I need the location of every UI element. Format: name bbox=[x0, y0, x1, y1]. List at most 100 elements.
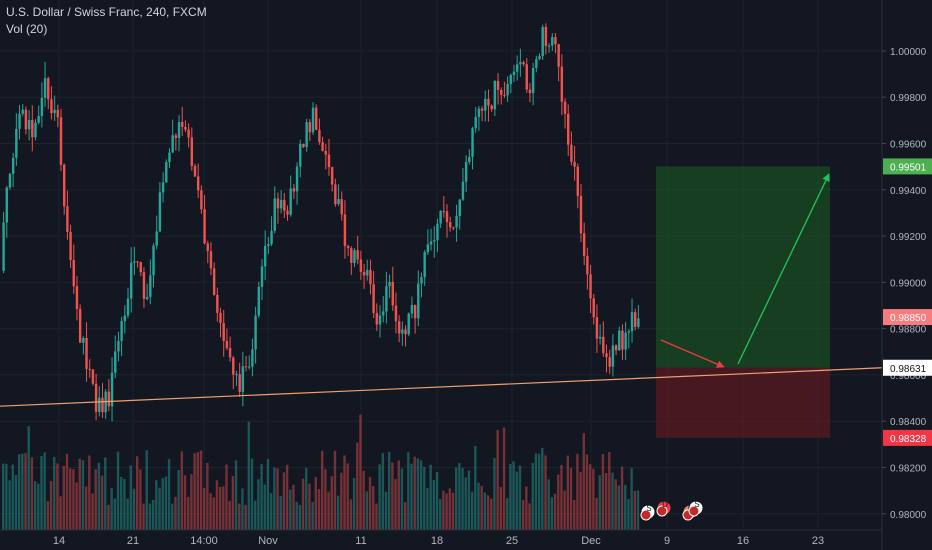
volume-bar bbox=[588, 464, 592, 530]
candle bbox=[503, 94, 506, 96]
candle bbox=[334, 184, 337, 205]
volume-bar bbox=[636, 490, 640, 530]
candle bbox=[152, 245, 155, 276]
volume-bar bbox=[104, 457, 107, 530]
volume-bar bbox=[416, 458, 420, 530]
volume-bar bbox=[585, 454, 589, 530]
candle bbox=[200, 190, 203, 210]
candle bbox=[117, 340, 120, 352]
volume-bar bbox=[218, 486, 222, 530]
candle bbox=[404, 329, 407, 335]
candle bbox=[53, 109, 56, 114]
candle bbox=[193, 166, 197, 177]
candle bbox=[251, 349, 254, 367]
candle bbox=[563, 101, 567, 114]
volume-bar bbox=[553, 493, 557, 530]
volume-bar bbox=[557, 474, 560, 530]
candle bbox=[139, 262, 142, 273]
time-tick-label: Nov bbox=[258, 535, 278, 547]
candle bbox=[515, 64, 519, 72]
candle bbox=[630, 312, 634, 332]
volume-bar bbox=[14, 475, 18, 530]
candle bbox=[519, 62, 522, 65]
volume-bar bbox=[298, 504, 302, 530]
volume-indicator-label[interactable]: Vol (20) bbox=[6, 22, 48, 36]
candle bbox=[158, 192, 162, 232]
candle bbox=[289, 188, 292, 215]
candle bbox=[94, 383, 98, 412]
volume-bar bbox=[135, 456, 139, 530]
candle bbox=[375, 312, 379, 325]
candle bbox=[401, 329, 404, 334]
volume-bar bbox=[33, 481, 37, 530]
volume-bar bbox=[550, 497, 554, 530]
volume-bar bbox=[266, 459, 270, 530]
candle bbox=[474, 117, 477, 129]
candle bbox=[126, 298, 130, 316]
candle bbox=[98, 397, 101, 412]
candle bbox=[343, 214, 347, 246]
volume-bar bbox=[525, 486, 528, 530]
entry-price-badge-box bbox=[883, 359, 932, 376]
volume-bar bbox=[397, 460, 400, 530]
volume-bar bbox=[231, 475, 235, 530]
volume-bar bbox=[17, 454, 21, 530]
economic-event-icon[interactable]: S bbox=[640, 504, 656, 521]
candle bbox=[101, 397, 104, 413]
candle bbox=[506, 83, 509, 96]
volume-bar bbox=[305, 467, 308, 530]
volume-bar bbox=[445, 493, 448, 530]
candle bbox=[356, 250, 359, 260]
volume-bar bbox=[356, 442, 359, 530]
candle bbox=[484, 98, 487, 111]
candle bbox=[614, 345, 618, 351]
economic-event-icon[interactable]: S bbox=[688, 500, 704, 517]
candle bbox=[171, 135, 174, 153]
candle bbox=[621, 330, 624, 350]
volume-bar bbox=[480, 485, 483, 530]
candle bbox=[34, 122, 37, 138]
volume-bar bbox=[289, 489, 292, 530]
candle bbox=[557, 44, 560, 67]
candle bbox=[18, 113, 21, 129]
time-tick-label: 21 bbox=[127, 535, 139, 547]
candle bbox=[47, 78, 50, 100]
candle bbox=[605, 353, 608, 358]
candle bbox=[129, 262, 133, 299]
volume-bar bbox=[407, 452, 410, 530]
candle bbox=[350, 248, 353, 263]
symbol-title[interactable]: U.S. Dollar / Swiss Franc, 240, FXCM bbox=[6, 5, 207, 19]
volume-bar bbox=[518, 465, 522, 530]
volume-bar bbox=[419, 460, 423, 530]
volume-bar bbox=[327, 491, 330, 530]
candle bbox=[531, 67, 535, 94]
candle bbox=[299, 143, 302, 167]
economic-event-icon[interactable]: D bbox=[656, 500, 672, 517]
candle bbox=[267, 244, 270, 246]
volume-bar bbox=[336, 495, 340, 530]
candle bbox=[544, 26, 548, 46]
candle bbox=[295, 166, 299, 192]
volume-bar bbox=[311, 502, 314, 530]
candle bbox=[209, 251, 213, 269]
volume-bar bbox=[537, 453, 541, 530]
volume-bar bbox=[614, 479, 617, 530]
volume-bar bbox=[155, 480, 158, 530]
time-tick-label: 14 bbox=[53, 535, 65, 547]
candle bbox=[263, 245, 267, 267]
volume-bar bbox=[164, 476, 168, 530]
flag-us-icon bbox=[640, 509, 652, 521]
volume-bar bbox=[343, 455, 346, 530]
candle bbox=[397, 321, 401, 334]
candle bbox=[455, 215, 458, 228]
volume-bar bbox=[630, 468, 633, 530]
volume-bar bbox=[174, 496, 177, 530]
candle bbox=[114, 351, 117, 373]
target-price-badge-label: 0.99501 bbox=[890, 162, 927, 173]
event-badges: SDDS bbox=[640, 500, 704, 521]
candle bbox=[222, 323, 225, 341]
candle bbox=[429, 241, 433, 245]
volume-bar bbox=[269, 493, 273, 530]
volume-bar bbox=[151, 499, 155, 530]
